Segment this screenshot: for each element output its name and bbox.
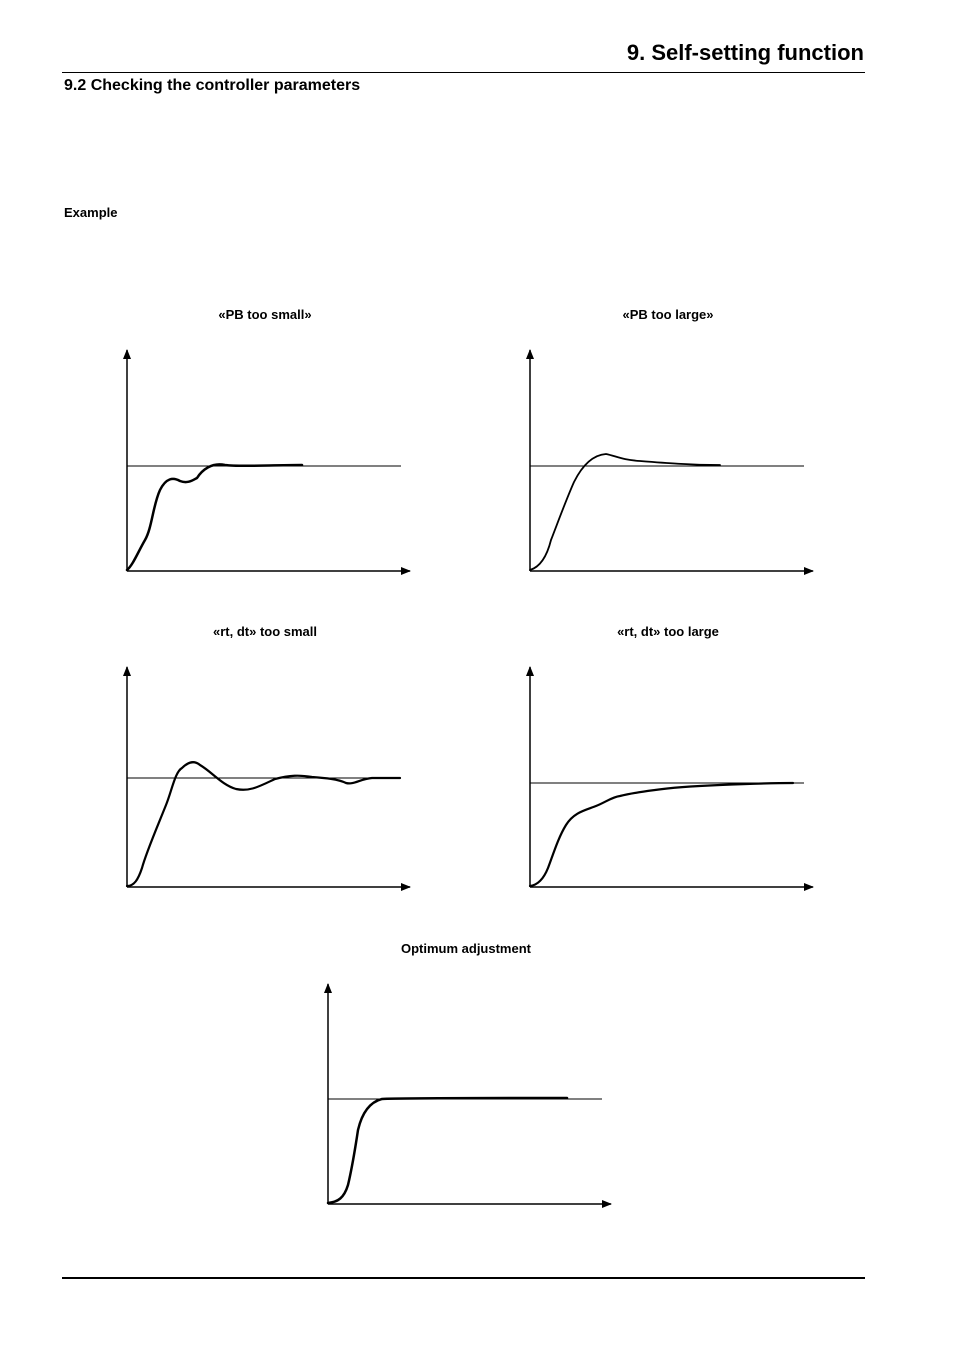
caption-rt-dt-too-large: «rt, dt» too large xyxy=(617,624,719,639)
caption-optimum-adjustment: Optimum adjustment xyxy=(400,941,531,956)
section-title: 9.2 Checking the controller parameters xyxy=(64,77,361,94)
graph-rt-dt-too-large xyxy=(526,666,814,891)
caption-rt-dt-too-small: «rt, dt» too small xyxy=(212,624,318,639)
response-curve xyxy=(529,453,721,571)
graph-pb-too-large xyxy=(526,349,814,575)
response-curve xyxy=(326,1096,569,1205)
response-curve xyxy=(528,781,795,888)
caption-pb-too-large: «PB too large» xyxy=(622,307,714,322)
example-label: Example xyxy=(64,205,118,220)
response-curve xyxy=(125,463,304,572)
graph-optimum-adjustment xyxy=(324,983,612,1208)
response-curve xyxy=(125,761,402,888)
chapter-title: 9. Self-setting function xyxy=(626,40,864,65)
graph-rt-dt-too-small xyxy=(123,666,411,891)
graph-pb-too-small xyxy=(123,349,411,575)
header-rule xyxy=(62,72,865,73)
footer-rule xyxy=(62,1277,865,1279)
caption-pb-too-small: «PB too small» xyxy=(218,307,312,322)
